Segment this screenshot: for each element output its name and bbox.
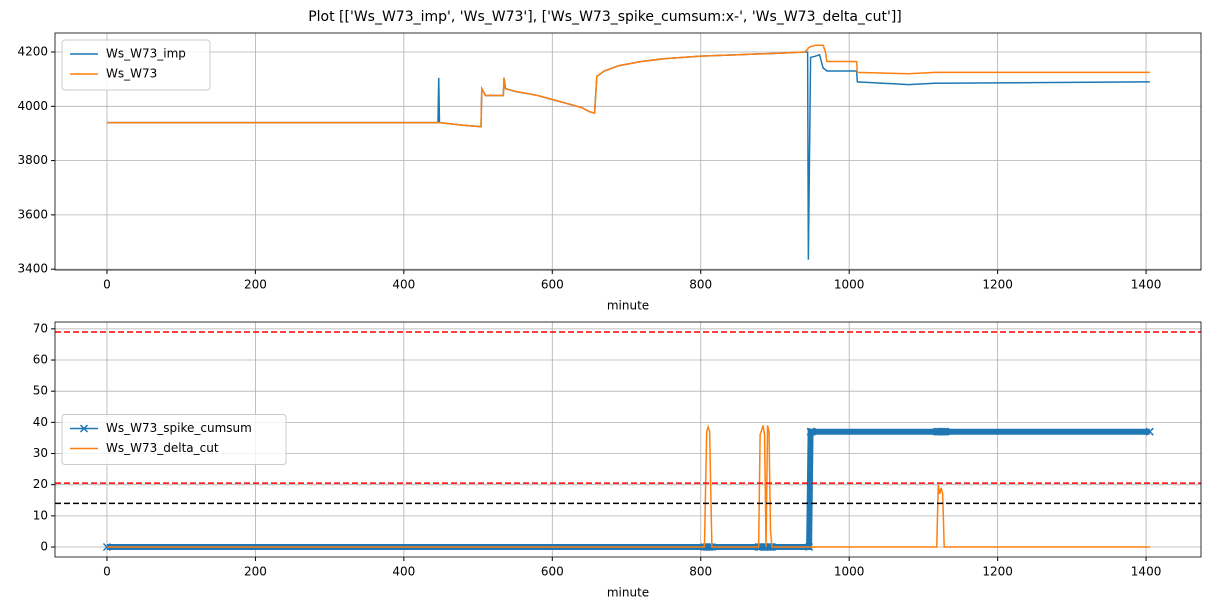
x-tick-label: 600 <box>541 565 564 579</box>
legend-label: Ws_W73 <box>106 67 157 81</box>
y-tick-label: 70 <box>33 321 48 335</box>
x-tick-label: 1200 <box>982 278 1013 292</box>
axes: 0 200 400 600 800 1000 1200 1400 0 10 20 30 40 50 60 70… <box>33 321 1202 600</box>
y-tick-label: 50 <box>33 384 48 398</box>
marker <box>1145 427 1154 436</box>
marker <box>102 542 111 552</box>
marker <box>938 427 947 436</box>
marker <box>940 427 949 436</box>
plot-area <box>106 44 1150 260</box>
y-tick-label: 4000 <box>17 99 48 113</box>
y-tick-label: 4200 <box>17 45 48 59</box>
series-line <box>106 51 1150 260</box>
y-tick-label: 3600 <box>17 207 48 221</box>
x-tick-label: 0 <box>103 565 111 579</box>
legend: Ws_W73_imp Ws_W73 <box>61 39 211 91</box>
legend-box <box>61 414 287 465</box>
x-tick-label: 200 <box>244 565 267 579</box>
y-tick-label: 60 <box>33 353 48 367</box>
series-line <box>106 44 1150 128</box>
legend-marker <box>79 424 89 433</box>
x-tick-label: 1000 <box>834 278 865 292</box>
x-tick-label: 1000 <box>834 565 865 579</box>
marker <box>941 427 950 436</box>
axes: 0 200 400 600 800 1000 1200 1400 3400 3600 3800 400… <box>17 32 1202 313</box>
x-tick-label: 0 <box>103 278 111 292</box>
legend: Ws_W73_spike_cumsum Ws_W73_delta_cut <box>61 414 287 465</box>
series-line <box>106 424 1150 548</box>
y-tick-label: 0 <box>40 540 48 554</box>
x-axis-label: minute <box>607 586 649 600</box>
y-tick-label: 20 <box>33 477 48 491</box>
x-tick-label: 800 <box>689 565 712 579</box>
axes-frame <box>54 32 1202 271</box>
legend-label: Ws_W73_spike_cumsum <box>106 421 252 435</box>
y-tick-label: 40 <box>33 415 48 429</box>
marker <box>766 542 775 552</box>
marker <box>806 427 815 436</box>
y-tick-label: 3800 <box>17 153 48 167</box>
y-tick-label: 3400 <box>17 262 48 276</box>
x-tick-label: 1400 <box>1131 565 1162 579</box>
legend-box <box>61 39 211 91</box>
plot-area <box>55 331 1201 552</box>
x-tick-label: 1400 <box>1131 278 1162 292</box>
marker <box>808 427 817 436</box>
x-axis-label: minute <box>607 299 649 313</box>
y-tick-label: 10 <box>33 508 48 522</box>
x-tick-label: 200 <box>244 278 267 292</box>
axes-frame <box>54 321 1202 558</box>
figure-title: Plot [['Ws_W73_imp', 'Ws_W73'], ['Ws_W73… <box>308 9 902 25</box>
legend-label: Ws_W73_delta_cut <box>106 441 219 455</box>
x-tick-label: 400 <box>392 278 415 292</box>
x-tick-label: 1200 <box>982 565 1013 579</box>
x-tick-label: 800 <box>689 278 712 292</box>
legend-label: Ws_W73_imp <box>106 47 186 61</box>
x-tick-label: 600 <box>541 278 564 292</box>
x-tick-label: 400 <box>392 565 415 579</box>
y-tick-label: 30 <box>33 446 48 460</box>
